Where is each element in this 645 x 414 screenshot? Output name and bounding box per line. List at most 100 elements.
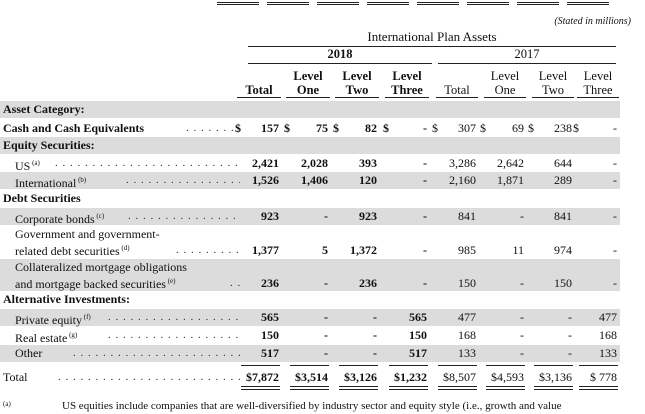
cell-value: 1,406 <box>301 173 328 187</box>
cell-value: - <box>613 173 617 187</box>
cell-value: - <box>613 209 617 223</box>
table-row: Equity Securities: <box>0 137 620 154</box>
leader-dots: . . . . . . . . . . . . . . . . . . . . … <box>108 311 240 323</box>
cell-value: $8,507 <box>443 370 476 384</box>
column-header-line: One <box>494 83 516 97</box>
table-row: Collateralized mortgage obligations and m… <box>0 259 620 291</box>
subtotal-rule <box>579 365 618 366</box>
cell-value: - <box>520 209 524 223</box>
cell-value: 150 <box>458 276 476 290</box>
cell-value: 565 <box>261 310 279 324</box>
column-header-line: Level <box>538 69 568 83</box>
column-header-2018-level-three: Level Three <box>385 69 429 98</box>
cell-value: 477 <box>599 310 617 324</box>
cell-value: 75 <box>316 121 328 135</box>
cell-value: - <box>423 276 427 290</box>
dollar-sign: $ <box>573 121 579 135</box>
cell-value: 2,642 <box>497 156 524 170</box>
row-label: Debt Securities <box>3 191 81 205</box>
row-label: Equity Securities: <box>3 138 95 152</box>
cell-value: $3,514 <box>295 370 328 384</box>
column-header-line: Two <box>541 83 565 97</box>
total-double-rule <box>579 386 618 390</box>
column-header-2018-total: Total <box>237 69 281 98</box>
cell-value: 150 <box>261 328 279 342</box>
row-label-line: Government and government- <box>15 227 160 241</box>
table-row: Corporate bonds (c) . . . . . . . . . . .… <box>0 208 620 226</box>
cell-value: 517 <box>409 346 427 360</box>
cell-value: 974 <box>554 243 572 257</box>
subtotal-rule <box>241 365 280 366</box>
table-row: Other . . . . . . . . . . . . . . . . . .… <box>0 345 620 362</box>
stated-in-millions: (Stated in millions) <box>554 16 631 27</box>
leader-dots: . . . . . . . . . . . . . . . . . . . . … <box>230 277 240 289</box>
cell-value: 69 <box>512 121 524 135</box>
table-row: Debt Securities <box>0 190 620 207</box>
row-label: Corporate bonds (c) <box>15 212 105 226</box>
cell-value: $3,136 <box>539 370 572 384</box>
cell-value: - <box>520 328 524 342</box>
year-2017-header: 2017 <box>438 47 616 64</box>
column-header-line: Level <box>490 69 520 83</box>
leader-dots: . . . . . . . . . . . . . . . . . . . . … <box>73 347 240 359</box>
cell-value: 1,372 <box>350 243 377 257</box>
cell-value: - <box>520 310 524 324</box>
row-label: Collateralized mortgage obligations and m… <box>15 260 187 291</box>
cell-value: 565 <box>409 310 427 324</box>
footnote-mark: (a) <box>3 400 11 408</box>
cell-value: - <box>423 243 427 257</box>
row-label: Real estate (g) <box>15 331 78 345</box>
row-label: Other <box>15 346 43 360</box>
cell-value: - <box>423 173 427 187</box>
cell-value: $7,872 <box>246 370 279 384</box>
cell-value: 923 <box>359 209 377 223</box>
top-double-rules <box>215 0 615 8</box>
cell-value: - <box>613 121 617 135</box>
cell-value: - <box>324 209 328 223</box>
cell-value: - <box>423 156 427 170</box>
cell-value: 150 <box>554 276 572 290</box>
subtotal-rule <box>290 365 329 366</box>
cell-value: 1,526 <box>252 173 279 187</box>
column-header-2017-total: Total <box>436 69 478 98</box>
column-header-2018-level-one: Level One <box>286 69 330 98</box>
cell-value: $ 778 <box>590 370 617 384</box>
cell-value: 157 <box>261 121 279 135</box>
cell-value: - <box>324 328 328 342</box>
cell-value: 307 <box>458 121 476 135</box>
subtotal-rule <box>438 365 477 366</box>
cell-value: - <box>568 310 572 324</box>
row-label: Private equity (f) <box>15 313 91 327</box>
leader-dots: . . . . . . . . . . . . . . . . . . . . … <box>186 122 240 134</box>
row-label: Asset Category: <box>3 102 85 116</box>
subtotal-rule <box>534 365 573 366</box>
table-row: Private equity (f) . . . . . . . . . . . … <box>0 309 620 327</box>
subtotal-rule <box>389 365 428 366</box>
cell-value: 1,377 <box>252 243 279 257</box>
cell-value: 2,421 <box>252 156 279 170</box>
cell-value: 644 <box>554 156 572 170</box>
footnote-ref: (e) <box>165 277 176 285</box>
column-header-line: Level <box>392 69 422 83</box>
cell-value: - <box>373 310 377 324</box>
cell-value: 985 <box>458 243 476 257</box>
cell-value: - <box>324 276 328 290</box>
cell-value: - <box>520 346 524 360</box>
cell-value: - <box>568 346 572 360</box>
leader-dots: . . . . . . . . . . . . . . . . . . . . … <box>108 329 240 341</box>
cell-value: - <box>373 328 377 342</box>
cell-value: - <box>373 346 377 360</box>
total-double-rule <box>389 386 428 390</box>
footnote-ref: (b) <box>76 176 87 184</box>
column-header-line: Three <box>391 83 423 97</box>
table-row: Alternative Investments: <box>0 291 620 308</box>
footnote-text: US equities include companies that are w… <box>62 400 562 412</box>
cell-value: - <box>324 346 328 360</box>
total-double-rule <box>438 386 477 390</box>
column-header-2018-level-two: Level Two <box>335 69 379 98</box>
cell-value: - <box>613 276 617 290</box>
cell-value: - <box>423 121 427 135</box>
row-label: Alternative Investments: <box>3 292 130 306</box>
subtotal-rule <box>486 365 525 366</box>
